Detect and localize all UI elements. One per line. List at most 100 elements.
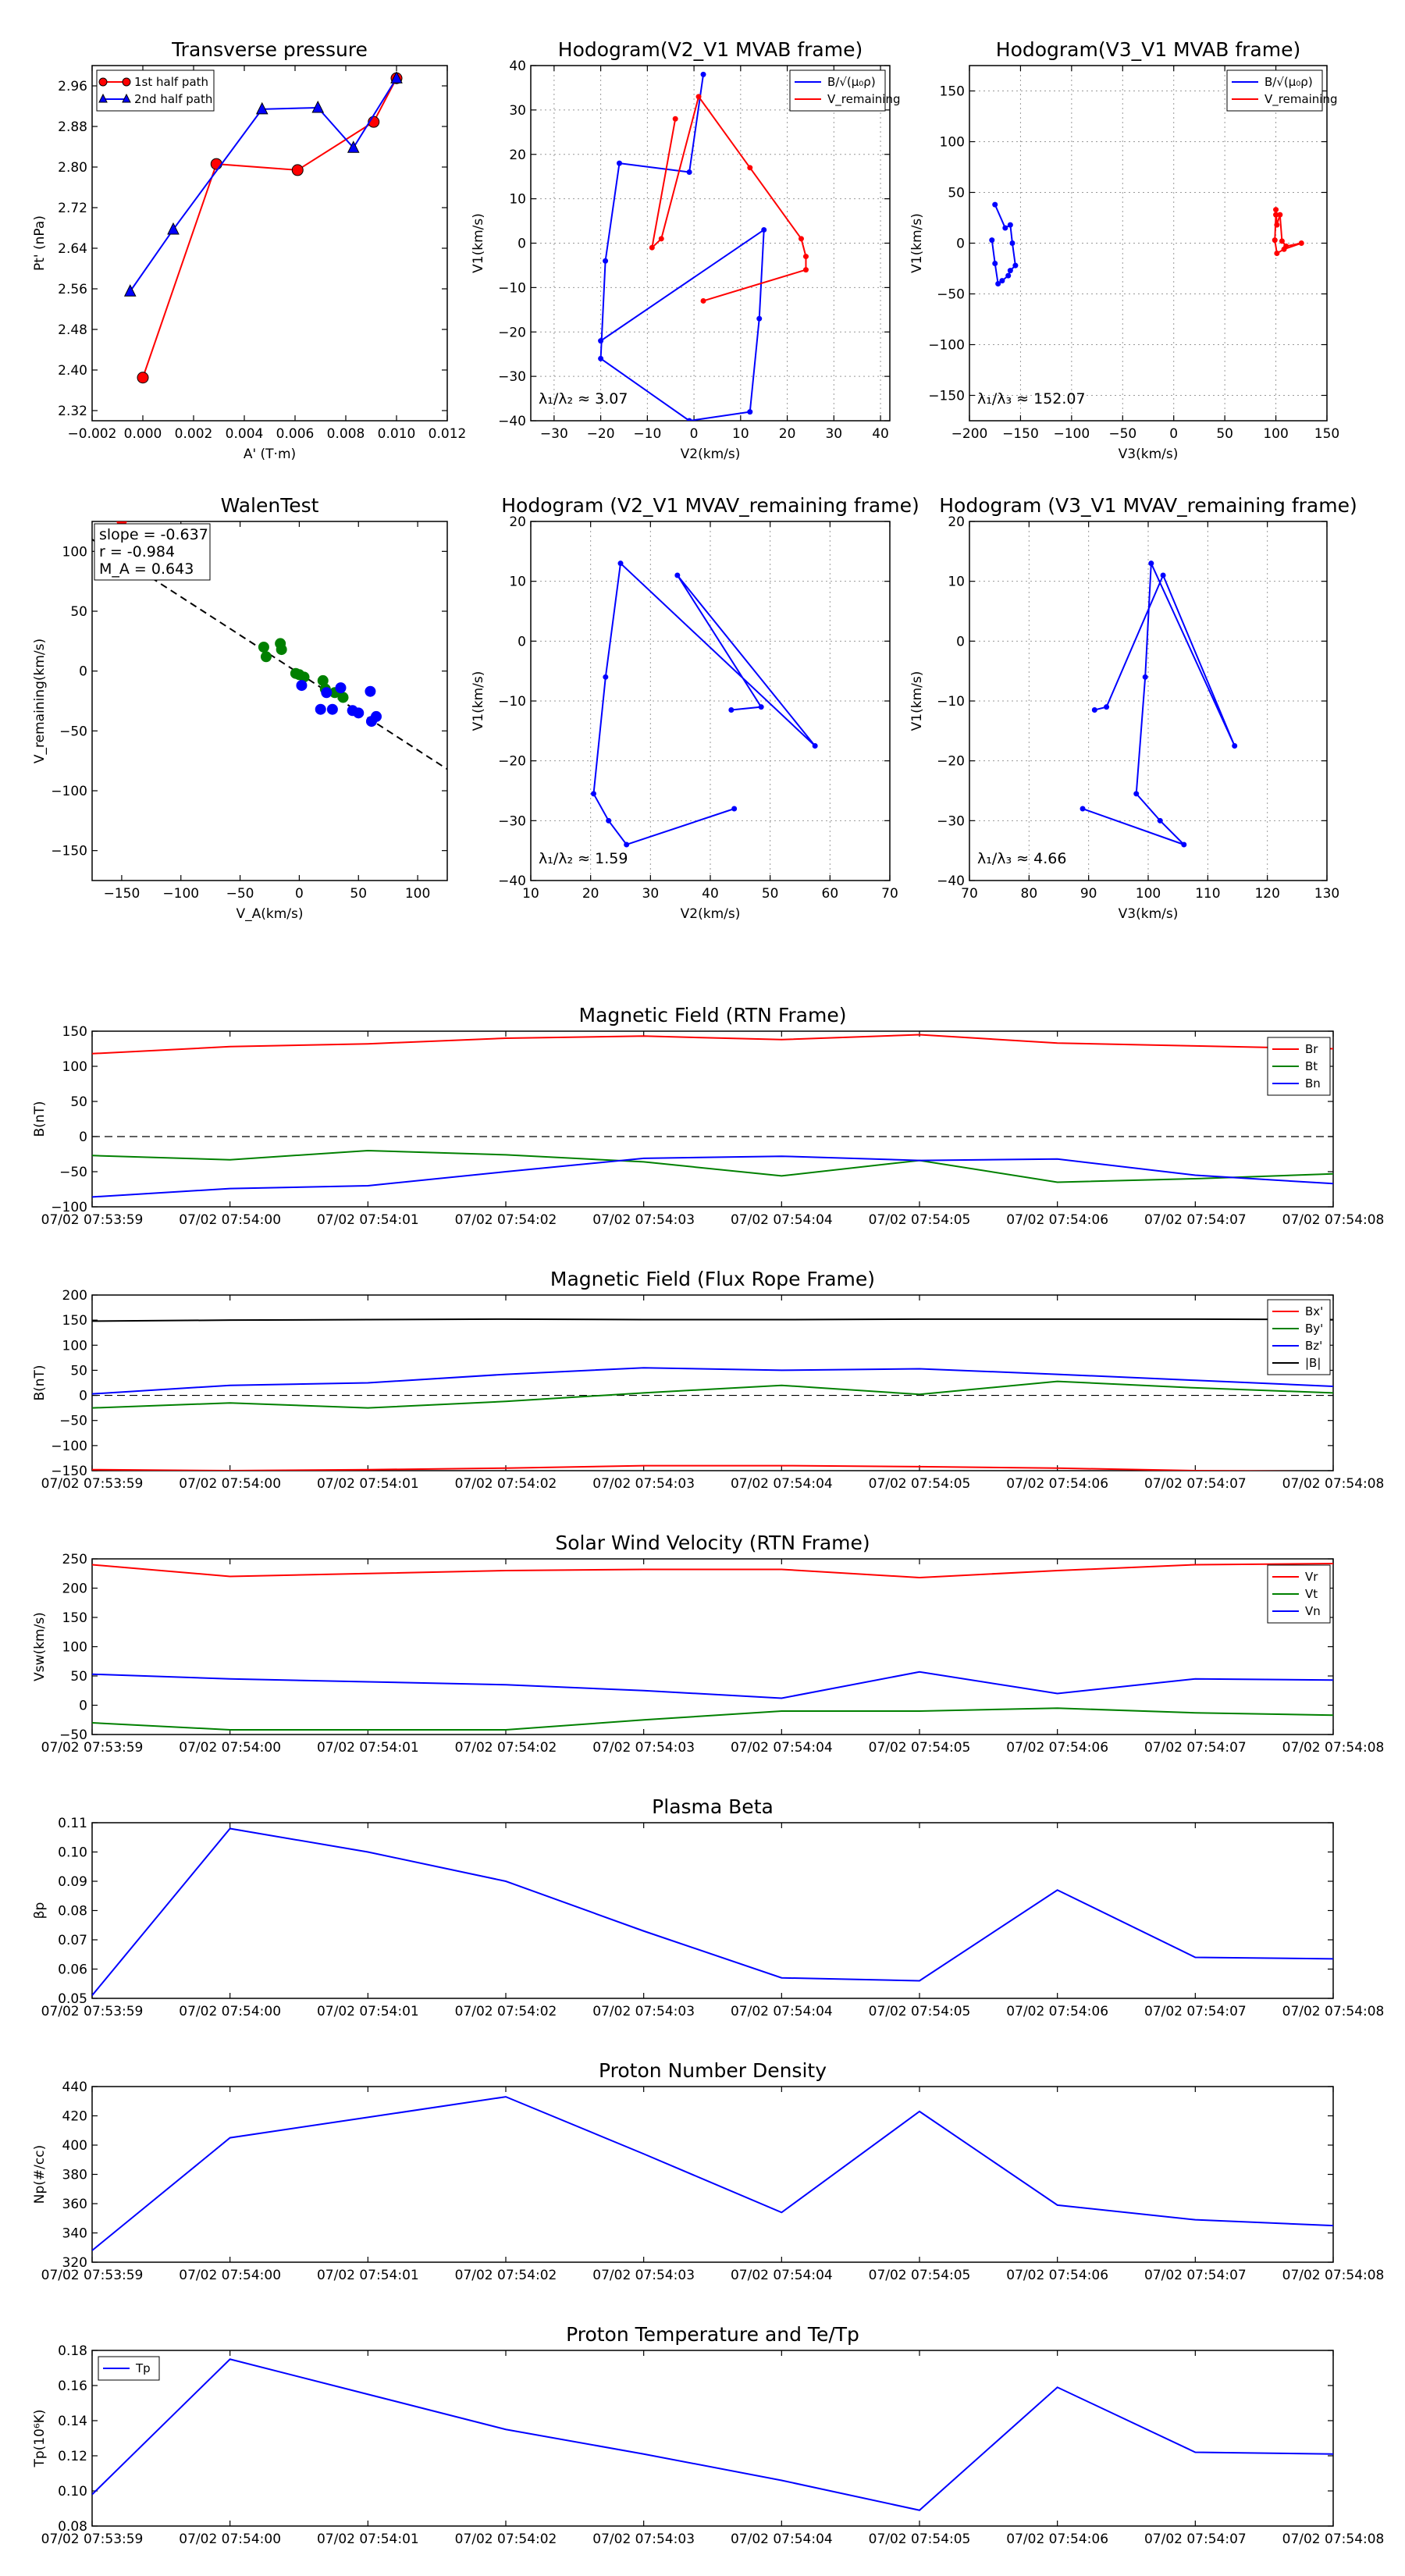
eigenvalue-ratio: λ₁/λ₃ ≈ 152.07: [977, 390, 1086, 407]
data-point: [617, 560, 624, 567]
chart-title: Magnetic Field (RTN Frame): [579, 1004, 847, 1026]
y-tick-label: 0: [518, 634, 526, 649]
vsw-frame: [91, 1558, 1334, 1735]
x-tick-label: 07/02 07:54:08: [1282, 2532, 1385, 2547]
x-tick-label: 07/02 07:54:03: [592, 1212, 695, 1228]
data-point: [1002, 225, 1008, 231]
y-tick-label: 0.11: [58, 1816, 87, 1831]
data-point: [1279, 238, 1285, 244]
legend-label: By': [1305, 1322, 1323, 1336]
x-tick-label: 0.002: [175, 426, 213, 442]
x-tick-label: 07/02 07:54:01: [317, 2268, 419, 2283]
data-point: [1157, 817, 1163, 824]
series-line: [92, 1318, 1333, 1322]
data-point: [798, 236, 804, 242]
x-tick-label: 0.008: [327, 426, 365, 442]
beta-chart: 07/02 07:53:59 07/02 07:54:00 07/02 07:54:…: [32, 1795, 1384, 2019]
y-tick-label: 0.09: [58, 1874, 87, 1890]
series-line: [599, 74, 765, 421]
data-point: [802, 267, 809, 273]
x-tick-label: 20: [582, 886, 599, 902]
x-tick-label: −200: [951, 426, 988, 442]
x-tick-label: 07/02 07:54:08: [1282, 2268, 1385, 2283]
y-tick-label: 100: [62, 1338, 87, 1354]
walen-stat: r = -0.984: [99, 543, 175, 560]
series-line: [142, 77, 397, 379]
y-tick-label: −150: [51, 844, 87, 859]
y-tick-label: 2.64: [58, 241, 87, 257]
eigenvalue-ratio: λ₁/λ₂ ≈ 1.59: [539, 850, 628, 867]
x-tick-label: 07/02 07:54:01: [317, 1740, 419, 1756]
series-line: [92, 1367, 1333, 1395]
data-point: [311, 100, 325, 113]
x-tick-label: 07/02 07:54:07: [1144, 1212, 1247, 1228]
x-tick-label: 07/02 07:54:06: [1006, 2532, 1108, 2547]
y-tick-label: 50: [70, 604, 87, 620]
x-tick-label: 50: [762, 886, 779, 902]
x-tick-label: 40: [872, 426, 889, 442]
y-axis-label: Pt' (nPa): [32, 215, 48, 271]
x-axis-label: V2(km/s): [681, 447, 741, 462]
data-point: [992, 201, 998, 208]
data-point: [1012, 262, 1019, 269]
y-tick-label: −100: [51, 1200, 87, 1215]
y-tick-label: −30: [937, 813, 965, 829]
x-tick-label: 110: [1195, 886, 1220, 902]
data-point: [731, 806, 738, 812]
y-tick-label: 10: [509, 575, 526, 590]
data-point: [390, 71, 403, 84]
x-tick-label: 07/02 07:53:59: [41, 1740, 144, 1756]
data-point: [617, 160, 623, 166]
y-tick-label: −100: [51, 784, 87, 799]
data-point: [700, 71, 706, 77]
x-axis-label: V3(km/s): [1119, 906, 1179, 922]
y-tick-label: 50: [70, 1094, 87, 1110]
series-line: [92, 2358, 1333, 2511]
data-point: [296, 680, 308, 692]
y-tick-label: 380: [62, 2168, 87, 2183]
y-tick-label: 0.06: [58, 1962, 87, 1978]
y-tick-label: 0: [956, 237, 965, 252]
x-tick-label: 07/02 07:54:01: [317, 1476, 419, 1492]
data-point: [1232, 743, 1238, 749]
chart-title: Transverse pressure: [171, 38, 368, 61]
data-point: [591, 791, 596, 797]
x-tick-label: −100: [1054, 426, 1090, 442]
y-tick-label: −150: [51, 1464, 87, 1479]
data-point: [624, 841, 630, 848]
y-tick-label: 2.72: [58, 201, 87, 216]
x-tick-label: 07/02 07:54:06: [1006, 1212, 1108, 1228]
y-tick-label: 0.14: [58, 2414, 87, 2429]
y-axis-label: V1(km/s): [909, 213, 925, 273]
x-tick-label: 07/02 07:53:59: [41, 2532, 144, 2547]
legend-label: |B|: [1305, 1356, 1321, 1370]
data-point: [747, 165, 753, 171]
stats-box: [94, 523, 211, 581]
y-tick-label: −50: [59, 1727, 87, 1743]
data-point: [1009, 240, 1016, 246]
x-tick-label: 10: [732, 426, 749, 442]
x-tick-label: 0.012: [429, 426, 467, 442]
x-tick-label: 07/02 07:54:03: [592, 1740, 695, 1756]
data-point: [123, 284, 137, 297]
data-point: [1181, 841, 1187, 848]
legend-label: Bz': [1305, 1339, 1322, 1353]
y-tick-label: 20: [509, 514, 526, 530]
x-tick-label: 40: [702, 886, 719, 902]
y-tick-label: 420: [62, 2109, 87, 2125]
brtn-frame: [91, 1030, 1334, 1208]
y-tick-label: 0.10: [58, 2484, 87, 2500]
y-tick-label: −30: [498, 369, 526, 385]
h3-chart: 10 20 30 40 50 60 70−40−30−20−1001020Hodogram …: [471, 494, 919, 922]
y-tick-label: −20: [937, 754, 965, 770]
legend-label: Vn: [1305, 1604, 1321, 1618]
y-tick-label: 250: [62, 1552, 87, 1567]
x-tick-label: 07/02 07:54:03: [592, 2004, 695, 2019]
x-tick-label: 07/02 07:54:07: [1144, 1476, 1247, 1492]
x-tick-label: 07/02 07:54:05: [869, 1476, 971, 1492]
data-point: [347, 141, 360, 153]
data-point: [98, 77, 108, 87]
series-line: [92, 1155, 1333, 1198]
x-tick-label: 07/02 07:54:05: [869, 2004, 971, 2019]
x-tick-label: 07/02 07:54:02: [455, 1476, 557, 1492]
